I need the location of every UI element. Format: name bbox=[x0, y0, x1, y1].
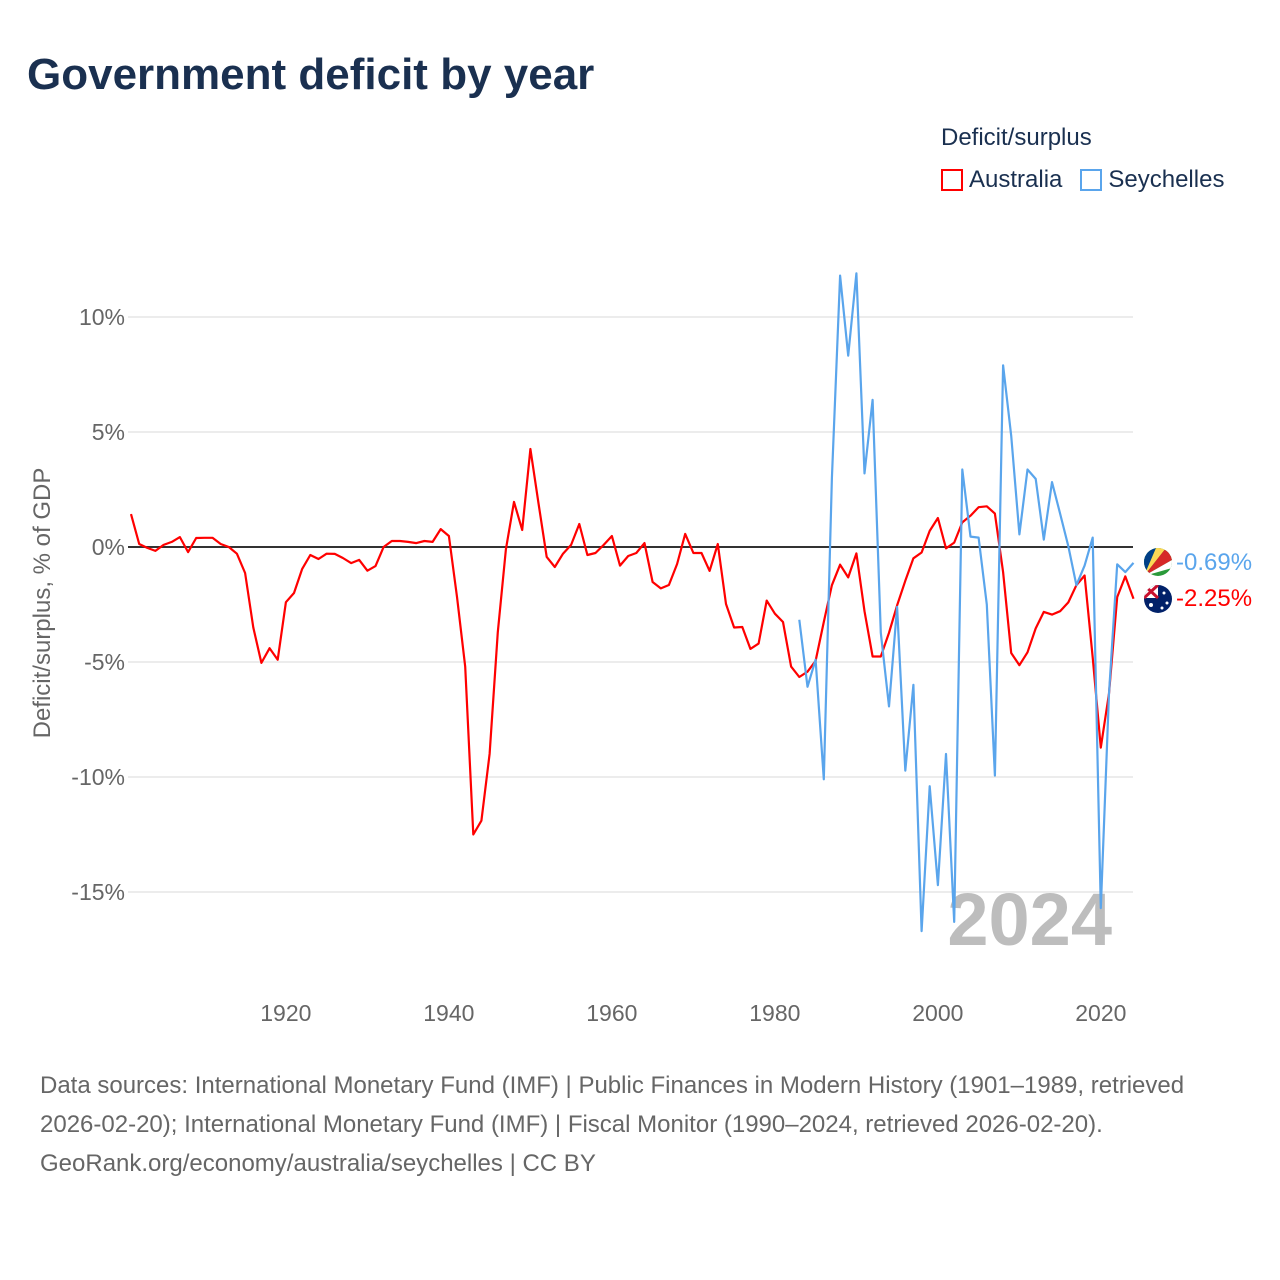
legend-swatch-seychelles bbox=[1080, 169, 1103, 191]
legend-label-seychelles: Seychelles bbox=[1108, 166, 1225, 193]
legend-item-seychelles[interactable]: Seychelles bbox=[1080, 166, 1224, 194]
series-line-australia[interactable] bbox=[129, 447, 1135, 836]
chart-title: Government deficit by year bbox=[27, 50, 595, 99]
x-tick-label: 2020 bbox=[1075, 1000, 1126, 1026]
legend-label-australia: Australia bbox=[969, 166, 1063, 193]
y-tick-label: -15% bbox=[71, 879, 125, 905]
footer: Data sources: International Monetary Fun… bbox=[40, 1066, 1240, 1183]
y-tick-label: -10% bbox=[71, 764, 125, 790]
x-tick-label: 1920 bbox=[260, 1000, 311, 1026]
legend: Australia Seychelles bbox=[941, 166, 1224, 194]
series-line-seychelles[interactable] bbox=[798, 272, 1135, 933]
legend-title: Deficit/surplus bbox=[941, 124, 1092, 151]
x-tick-label: 1980 bbox=[749, 1000, 800, 1026]
y-tick-label: -5% bbox=[84, 649, 125, 675]
seychelles-flag-icon bbox=[1144, 548, 1172, 576]
end-label-australia: -2.25% bbox=[1176, 585, 1252, 612]
y-tick-label: 0% bbox=[92, 534, 125, 560]
y-tick-label: 5% bbox=[92, 419, 125, 445]
watermark-year: 2024 bbox=[947, 878, 1112, 961]
x-tick-label: 1960 bbox=[586, 1000, 637, 1026]
data-sources: Data sources: International Monetary Fun… bbox=[40, 1072, 1185, 1138]
legend-item-australia[interactable]: Australia bbox=[941, 166, 1062, 194]
x-tick-label: 1940 bbox=[423, 1000, 474, 1026]
legend-swatch-australia bbox=[941, 169, 963, 191]
x-tick-label: 2000 bbox=[912, 1000, 963, 1026]
y-tick-label: 10% bbox=[79, 304, 125, 330]
y-axis-label: Deficit/surplus, % of GDP bbox=[29, 468, 56, 739]
credit-link[interactable]: GeoRank.org/economy/australia/seychelles… bbox=[40, 1150, 596, 1177]
end-label-seychelles: -0.69% bbox=[1176, 549, 1252, 576]
australia-flag-icon bbox=[1144, 585, 1172, 613]
